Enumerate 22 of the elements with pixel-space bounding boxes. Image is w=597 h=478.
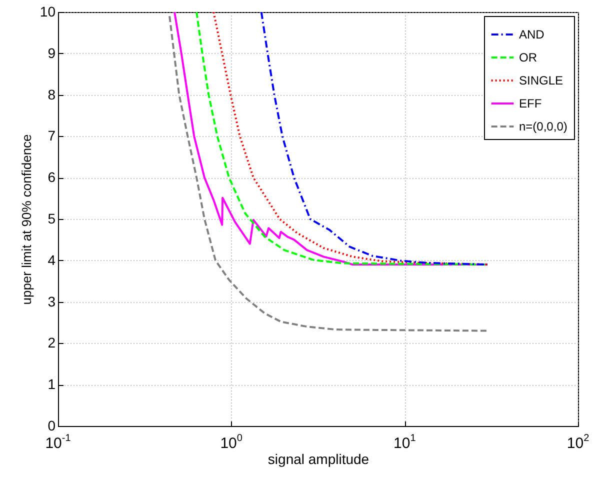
y-tick-label: 10 xyxy=(40,4,56,20)
y-tick-label: 9 xyxy=(48,44,56,61)
x-tick-label: 10$^{-1}$ xyxy=(45,433,71,452)
y-tick-label: 8 xyxy=(48,86,56,102)
x-tick-label: 10$^{1}$ xyxy=(394,433,416,452)
y-tick-label: 5 xyxy=(48,210,56,226)
legend-label: n=(0,0,0) xyxy=(519,120,568,134)
x-axis-title: signal amplitude xyxy=(268,451,370,467)
legend-label: OR xyxy=(519,50,538,64)
y-tick-label: 3 xyxy=(48,293,56,310)
legend-label: AND xyxy=(519,28,545,42)
y-tick-label: 4 xyxy=(48,252,56,268)
y-tick-label: 6 xyxy=(48,169,56,186)
x-tick-label: 10$^{0}$ xyxy=(220,433,242,452)
y-tick-label: 1 xyxy=(48,376,56,392)
y-tick-label: 7 xyxy=(48,128,56,144)
legend-label: SINGLE xyxy=(519,74,564,88)
y-axis-title: upper limit at 90% confidence xyxy=(18,134,34,305)
y-tick-label: 2 xyxy=(48,334,56,351)
x-tick-label: 10$^{2}$ xyxy=(566,433,590,452)
y-tick-label: 0 xyxy=(48,418,56,434)
legend-label: EFF xyxy=(519,96,542,110)
